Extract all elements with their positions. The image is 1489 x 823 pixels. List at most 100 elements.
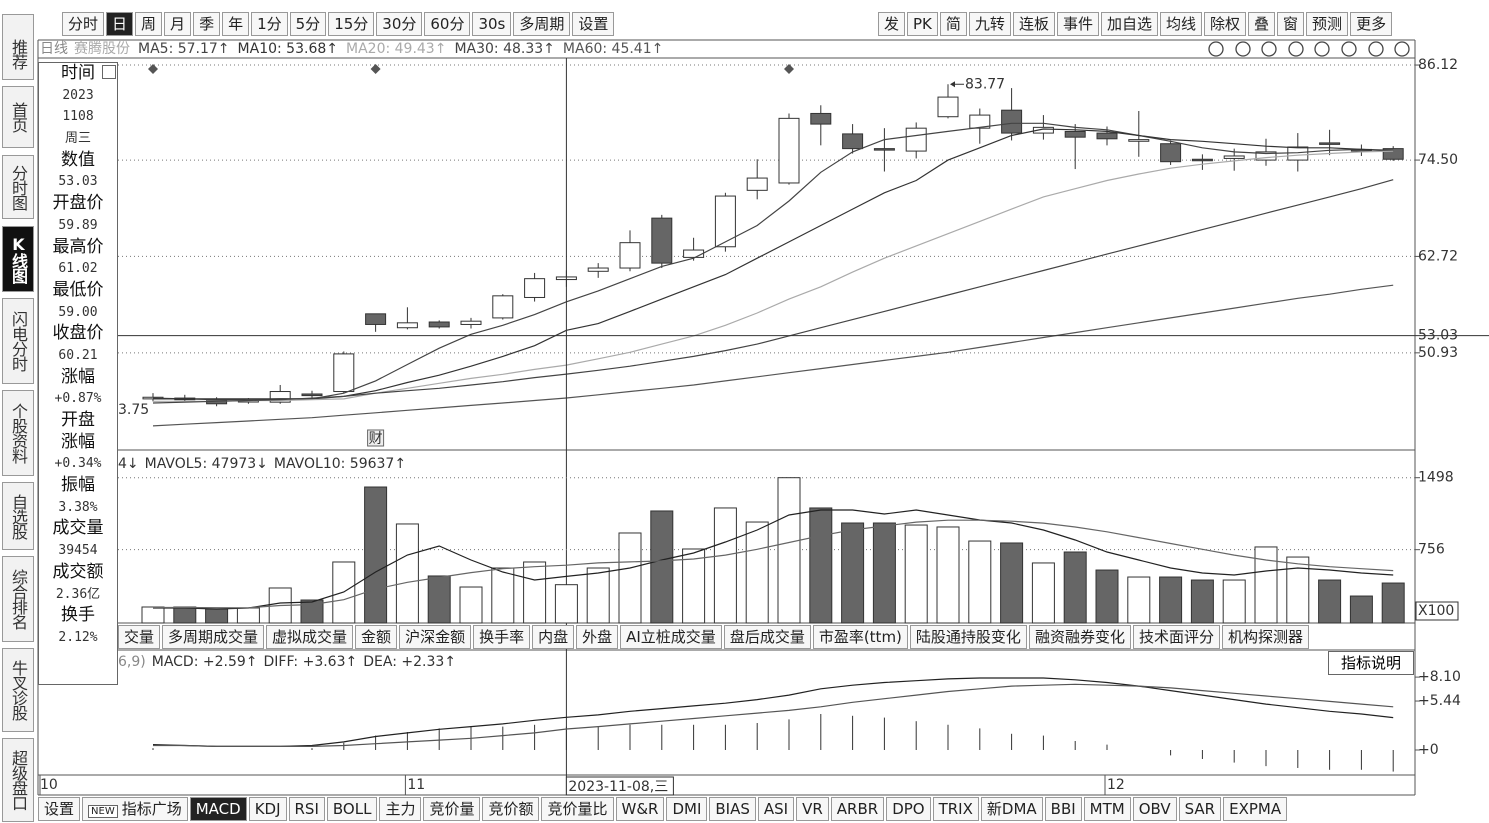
tab[interactable]: 外盘 [576, 625, 619, 649]
tab[interactable]: 叠 [1248, 12, 1276, 36]
tab[interactable]: 分时 [62, 12, 105, 36]
tab[interactable]: ASI [757, 797, 795, 821]
tab[interactable]: 月 [164, 12, 192, 36]
tab[interactable]: 均线 [1159, 12, 1202, 36]
tab[interactable]: SAR [1178, 797, 1222, 821]
close-icon[interactable] [102, 65, 116, 79]
tab[interactable]: 竞价量 [423, 797, 481, 821]
tab[interactable]: MACD [189, 797, 247, 821]
tab[interactable]: BBI [1044, 797, 1082, 821]
tab[interactable]: MTM [1083, 797, 1131, 821]
candle-body [937, 96, 959, 118]
info-label: 开盘价 [52, 193, 104, 214]
volume-bar [1095, 569, 1119, 624]
tab[interactable]: 技术面评分 [1132, 625, 1220, 649]
legend-item: MA20: 49.43↑ [346, 41, 446, 57]
legend-text: 日线 [40, 41, 68, 57]
tab[interactable]: 盘后成交量 [723, 625, 811, 649]
sidebar-item[interactable]: 首页 [2, 86, 34, 148]
y-tick-label: 50.93 [1418, 345, 1458, 361]
tab[interactable]: EXPMA [1223, 797, 1288, 821]
tab[interactable]: OBV [1132, 797, 1177, 821]
tab[interactable]: 融资融券变化 [1028, 625, 1131, 649]
tab[interactable]: 简 [939, 12, 967, 36]
tab[interactable]: 内盘 [532, 625, 575, 649]
tab[interactable]: 除权 [1204, 12, 1247, 36]
info-label: 换手 [61, 605, 95, 626]
volume-bar [618, 532, 642, 624]
tab-label: 新DMA [986, 800, 1037, 818]
tab[interactable]: 更多 [1350, 12, 1393, 36]
tab[interactable]: 发 [878, 12, 906, 36]
tab[interactable]: 30分 [376, 12, 423, 36]
tab[interactable]: 周 [135, 12, 163, 36]
tab[interactable]: 沪深金额 [399, 625, 472, 649]
candle-body [396, 322, 418, 329]
tab[interactable]: 九转 [968, 12, 1011, 36]
sidebar-item[interactable]: K线图 [2, 226, 34, 292]
sidebar-item[interactable]: 综合排名 [2, 556, 34, 642]
tab[interactable]: 年 [222, 12, 250, 36]
tab[interactable]: 机构探测器 [1221, 625, 1309, 649]
tab[interactable]: 日 [106, 12, 134, 36]
sidebar-item[interactable]: 闪电分时 [2, 298, 34, 384]
tab[interactable]: 预测 [1306, 12, 1349, 36]
tab[interactable]: KDJ [248, 797, 287, 821]
tab[interactable]: BIAS [709, 797, 756, 821]
legend-item: MA5: 57.17↑ [138, 41, 230, 57]
info-label: 成交额 [52, 561, 104, 582]
tab[interactable]: PK [907, 12, 938, 36]
volume-bar [1063, 551, 1087, 624]
tab[interactable]: 新DMA [980, 797, 1043, 821]
tab[interactable]: 竞价额 [482, 797, 540, 821]
sidebar-item[interactable]: 分时图 [2, 155, 34, 219]
tab[interactable]: 窗 [1277, 12, 1305, 36]
tab[interactable]: 季 [193, 12, 221, 36]
tab[interactable]: TRIX [932, 797, 979, 821]
sidebar-item[interactable]: 超级盘口 [2, 738, 34, 822]
tab[interactable]: VR [796, 797, 829, 821]
tab[interactable]: 金额 [355, 625, 398, 649]
tab[interactable]: DPO [886, 797, 931, 821]
legend-item: MAVOL10: 59637↑ [274, 456, 406, 472]
tab[interactable]: RSI [288, 797, 325, 821]
tab[interactable]: 虚拟成交量 [266, 625, 354, 649]
tab[interactable]: 换手率 [473, 625, 531, 649]
volume-bar [554, 584, 578, 624]
tab[interactable]: 加自选 [1100, 12, 1158, 36]
sidebar-item[interactable]: 牛叉诊股 [2, 648, 34, 732]
tab[interactable]: W&R [615, 797, 665, 821]
sidebar-item[interactable]: 自选股 [2, 482, 34, 550]
sidebar-item[interactable]: 推荐 [2, 14, 34, 80]
volume-bar [872, 522, 896, 624]
tab[interactable]: 多周期 [513, 12, 571, 36]
tab[interactable]: 设置 [572, 12, 615, 36]
tab[interactable]: 15分 [328, 12, 375, 36]
sidebar-item[interactable]: 个股资料 [2, 390, 34, 476]
tab[interactable]: NEW 指标广场 [82, 797, 188, 821]
tab[interactable]: 60分 [424, 12, 471, 36]
tab[interactable]: AI立桩成交量 [620, 625, 722, 649]
y-tick-label: 1498 [1418, 470, 1454, 486]
tab[interactable]: 30s [472, 12, 512, 36]
tab[interactable]: 陆股通持股变化 [909, 625, 1027, 649]
tab[interactable]: 5分 [289, 12, 327, 36]
volume-bar [459, 586, 483, 624]
tab[interactable]: 连板 [1012, 12, 1055, 36]
tab[interactable]: BOLL [326, 797, 378, 821]
tab[interactable]: 事件 [1056, 12, 1099, 36]
tab[interactable]: 设置 [38, 797, 81, 821]
volume-bar [1127, 576, 1151, 624]
tab[interactable]: DMI [666, 797, 708, 821]
tab[interactable]: 市盈率(ttm) [812, 625, 908, 649]
volume-bar [650, 510, 674, 624]
tab[interactable]: 主力 [379, 797, 422, 821]
tab[interactable]: ARBR [830, 797, 885, 821]
candle-body [810, 112, 832, 125]
tab[interactable]: 多周期成交量 [162, 625, 265, 649]
tab[interactable]: 交量 [118, 625, 161, 649]
volume-bar [491, 567, 515, 624]
tab[interactable]: 1分 [251, 12, 288, 36]
tab[interactable]: 竞价量比 [541, 797, 614, 821]
